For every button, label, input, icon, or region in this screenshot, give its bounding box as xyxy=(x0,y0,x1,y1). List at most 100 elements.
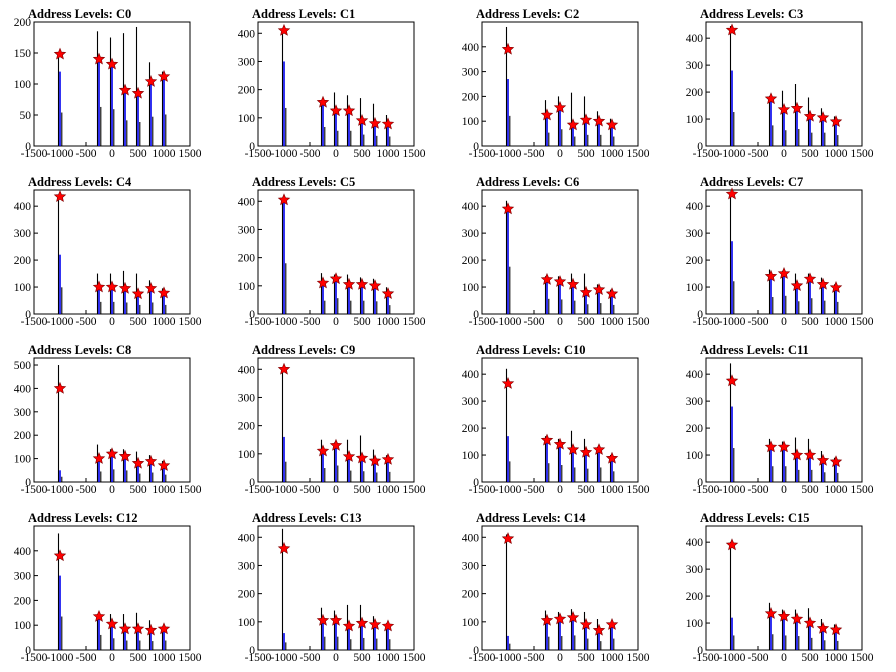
chart-title: Address Levels: C6 xyxy=(476,175,579,189)
x-tick-label: 500 xyxy=(801,484,819,496)
x-tick-label: 0 xyxy=(333,148,339,160)
level-2 xyxy=(777,267,791,314)
x-tick-label: 500 xyxy=(129,652,147,664)
level-marker-star xyxy=(540,433,554,446)
y-tick-label: 0 xyxy=(697,141,703,153)
level-2 xyxy=(105,37,119,146)
level-marker-star xyxy=(579,618,593,630)
x-tick-label: 0 xyxy=(109,652,115,664)
y-tick-label: 300 xyxy=(238,392,256,404)
y-tick-label: 0 xyxy=(473,141,479,153)
level-6 xyxy=(605,118,619,146)
level-marker-star xyxy=(790,612,804,625)
y-tick-label: 100 xyxy=(462,116,480,128)
level-marker-star xyxy=(329,613,343,626)
level-6 xyxy=(829,455,843,482)
x-tick-label: 1500 xyxy=(179,316,202,328)
x-tick-label: 1500 xyxy=(403,652,426,664)
x-tick-label: 1000 xyxy=(153,148,176,160)
level-marker-star xyxy=(157,459,171,471)
x-tick-label: 0 xyxy=(333,652,339,664)
chart-panel-11: Address Levels: C11 0 100 200 300 400 -1500 -10… xyxy=(686,343,874,496)
level-marker-star xyxy=(118,449,132,462)
level-marker-star xyxy=(342,277,356,290)
level-marker-star xyxy=(355,451,369,464)
x-tick-label: -1500 xyxy=(469,484,496,496)
level-marker-star xyxy=(764,92,778,105)
x-tick-label: 0 xyxy=(333,484,339,496)
level-marker-star xyxy=(566,277,580,290)
y-tick-label: 300 xyxy=(686,60,704,72)
y-tick-label: 200 xyxy=(14,595,32,607)
level-marker-star xyxy=(501,532,515,545)
level-marker-star xyxy=(131,287,145,300)
level-1 xyxy=(92,444,106,482)
level-marker-star xyxy=(105,280,119,293)
level-marker-star xyxy=(316,613,330,626)
level-3 xyxy=(342,604,356,650)
level-6 xyxy=(157,622,171,650)
level-marker-star xyxy=(144,281,158,294)
y-tick-label: 300 xyxy=(462,228,480,240)
level-0 xyxy=(53,533,67,650)
x-tick-label: 500 xyxy=(801,316,819,328)
y-tick-label: 100 xyxy=(14,454,32,466)
y-tick-label: 300 xyxy=(686,396,704,408)
level-1 xyxy=(540,610,554,650)
x-tick-label: -500 xyxy=(75,652,96,664)
level-5 xyxy=(144,454,158,482)
x-tick-label: 0 xyxy=(781,484,787,496)
level-1 xyxy=(92,609,106,650)
y-tick-label: 300 xyxy=(238,56,256,68)
level-3 xyxy=(342,95,356,146)
level-3 xyxy=(790,437,804,482)
level-5 xyxy=(368,278,382,314)
x-tick-label: 0 xyxy=(781,316,787,328)
y-tick-label: 100 xyxy=(238,113,256,125)
level-0 xyxy=(725,363,739,482)
level-6 xyxy=(829,623,843,650)
x-tick-label: -1500 xyxy=(21,652,48,664)
x-tick-label: -1500 xyxy=(693,148,720,160)
x-tick-label: 1000 xyxy=(601,484,624,496)
x-tick-label: -1000 xyxy=(495,148,522,160)
x-tick-label: 0 xyxy=(557,484,563,496)
x-tick-label: 1500 xyxy=(627,316,650,328)
level-marker-star xyxy=(316,276,330,289)
y-tick-label: 0 xyxy=(473,477,479,489)
level-marker-star xyxy=(553,437,567,450)
level-4 xyxy=(131,612,145,650)
level-marker-star xyxy=(368,618,382,630)
level-2 xyxy=(553,611,567,650)
level-1 xyxy=(540,433,554,482)
level-marker-star xyxy=(316,444,330,457)
y-tick-label: 0 xyxy=(25,141,31,153)
level-marker-star xyxy=(566,443,580,455)
level-marker-star xyxy=(53,381,67,394)
y-tick-label: 0 xyxy=(473,309,479,321)
x-tick-label: 1500 xyxy=(179,484,202,496)
y-tick-label: 200 xyxy=(686,423,704,435)
y-tick-label: 300 xyxy=(462,396,480,408)
y-tick-label: 400 xyxy=(686,537,704,549)
y-tick-label: 300 xyxy=(14,228,32,240)
x-tick-label: 0 xyxy=(333,316,339,328)
level-marker-star xyxy=(342,450,356,462)
y-tick-label: 400 xyxy=(14,383,32,395)
x-tick-label: 1000 xyxy=(153,484,176,496)
y-tick-label: 100 xyxy=(14,79,32,91)
y-tick-label: 200 xyxy=(14,17,32,29)
level-0 xyxy=(501,368,515,482)
level-2 xyxy=(329,272,343,314)
x-tick-label: -1000 xyxy=(271,148,298,160)
level-marker-star xyxy=(329,438,343,451)
y-tick-label: 100 xyxy=(14,620,32,632)
level-marker-star xyxy=(816,111,830,124)
level-4 xyxy=(579,611,593,650)
y-tick-label: 400 xyxy=(686,369,704,381)
level-6 xyxy=(829,281,843,314)
x-tick-label: -500 xyxy=(523,148,544,160)
x-tick-label: -500 xyxy=(523,484,544,496)
level-4 xyxy=(131,451,145,482)
x-tick-label: 1500 xyxy=(851,484,874,496)
